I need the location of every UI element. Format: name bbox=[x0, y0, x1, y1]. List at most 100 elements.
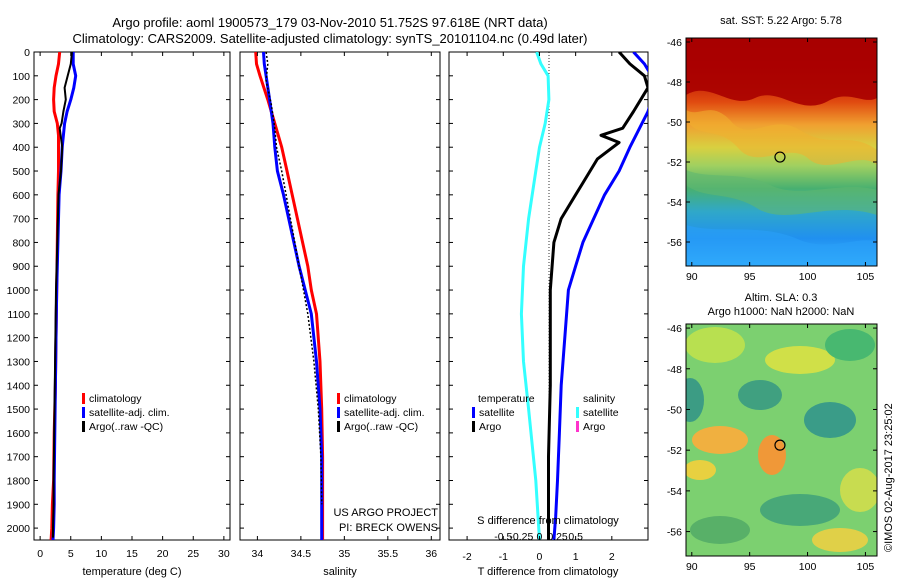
x-tick-label: 5 bbox=[68, 548, 74, 560]
depth-tick-label: 1100 bbox=[7, 309, 30, 321]
x-tick-label: -2 bbox=[462, 551, 471, 563]
map-y-tick-label: -54 bbox=[667, 197, 682, 209]
map-y-tick-label: -56 bbox=[667, 237, 682, 249]
series-line-t-satellite bbox=[552, 52, 648, 540]
temperature-xlabel: temperature (deg C) bbox=[82, 566, 181, 578]
x-tick-label: 2 bbox=[609, 551, 615, 563]
salinity-panel: 34 34.5 35 35.5 36 salinity climatology satel… bbox=[239, 51, 441, 578]
depth-tick-label: 1900 bbox=[7, 499, 31, 511]
title-line-2: Climatology: CARS2009. Satellite-adjuste… bbox=[72, 31, 588, 46]
map-x-tick-label: 95 bbox=[744, 561, 756, 573]
legend-swatch bbox=[472, 421, 475, 432]
sla-map-panel: Altim. SLA: 0.3 Argo h1000: NaN h2000: N… bbox=[667, 292, 878, 573]
series-line-argo-raw-qc- bbox=[52, 52, 73, 538]
depth-tick-label: 700 bbox=[12, 214, 30, 226]
salinity-tick-label: -0.25 bbox=[509, 531, 533, 543]
argo-location-marker bbox=[774, 151, 786, 163]
salinity-tick-label: 0.25 bbox=[547, 531, 568, 543]
legend-swatch bbox=[82, 393, 85, 404]
sst-map-frame bbox=[685, 37, 878, 267]
map-y-tick-label: -52 bbox=[667, 445, 682, 457]
depth-tick-label: 1600 bbox=[7, 428, 31, 440]
x-tick-label: 34.5 bbox=[291, 548, 312, 560]
sla-subtitle: Argo h1000: NaN h2000: NaN bbox=[708, 306, 855, 318]
map-x-tick-label: 90 bbox=[686, 561, 698, 573]
map-x-tick-label: 100 bbox=[799, 271, 817, 283]
difference-panel: -2 -1 0 1 2 S difference from climatology -0… bbox=[448, 51, 649, 578]
depth-tick-label: 0 bbox=[24, 47, 30, 59]
legend-swatch bbox=[337, 421, 340, 432]
map-y-tick-label: -56 bbox=[667, 527, 682, 539]
sla-map-frame bbox=[685, 323, 878, 557]
legend-title-salinity: salinity bbox=[583, 393, 616, 405]
map-y-tick-label: -46 bbox=[667, 323, 682, 335]
depth-tick-label: 2000 bbox=[7, 523, 31, 535]
map-y-tick-label: -46 bbox=[667, 37, 682, 49]
salinity-plot-frame bbox=[239, 51, 441, 541]
title-line-1: Argo profile: aoml 1900573_179 03-Nov-20… bbox=[112, 15, 548, 30]
salinity-tick-label: -0.5 bbox=[494, 531, 512, 543]
map-y-tick-label: -52 bbox=[667, 157, 682, 169]
depth-tick-label: 500 bbox=[12, 166, 30, 178]
copyright-footer: ©IMOS 02-Aug-2017 23:25:02 bbox=[883, 403, 895, 552]
x-tick-label: 36 bbox=[425, 548, 437, 560]
legend-label: satellite bbox=[583, 407, 619, 419]
salinity-tick-label: 0 bbox=[537, 531, 543, 543]
depth-tick-label: 800 bbox=[12, 237, 30, 249]
depth-tick-label: 100 bbox=[12, 71, 30, 83]
x-tick-label: 20 bbox=[157, 548, 169, 560]
t-difference-xlabel: T difference from climatology bbox=[478, 566, 619, 578]
pi-annotation: PI: BRECK OWENS bbox=[339, 522, 438, 534]
x-tick-label: -1 bbox=[499, 551, 508, 563]
map-y-tick-label: -48 bbox=[667, 364, 682, 376]
legend-label: satellite-adj. clim. bbox=[89, 407, 170, 419]
legend-label: Argo bbox=[583, 421, 605, 433]
legend-swatch bbox=[337, 407, 340, 418]
sst-title: sat. SST: 5.22 Argo: 5.78 bbox=[720, 15, 842, 27]
s-difference-label: S difference from climatology bbox=[477, 515, 619, 527]
legend-title-temperature: temperature bbox=[478, 393, 535, 405]
legend-label: satellite-adj. clim. bbox=[344, 407, 425, 419]
depth-tick-label: 900 bbox=[12, 261, 30, 273]
map-x-tick-label: 105 bbox=[857, 271, 875, 283]
legend-swatch bbox=[337, 393, 340, 404]
x-tick-label: 10 bbox=[96, 548, 108, 560]
depth-tick-label: 1500 bbox=[7, 404, 31, 416]
x-tick-label: 30 bbox=[218, 548, 230, 560]
legend-label: Argo bbox=[479, 421, 501, 433]
x-tick-label: 1 bbox=[573, 551, 579, 563]
map-x-tick-label: 95 bbox=[744, 271, 756, 283]
temperature-panel: 0 5 10 15 20 25 30 0 100 200 300 400 500 600 700 800 90… bbox=[7, 47, 231, 578]
legend-label: climatology bbox=[89, 393, 142, 405]
x-tick-label: 35.5 bbox=[378, 548, 399, 560]
map-y-tick-label: -50 bbox=[667, 117, 682, 129]
map-y-tick-label: -48 bbox=[667, 77, 682, 89]
map-x-tick-label: 90 bbox=[686, 271, 698, 283]
x-tick-label: 15 bbox=[126, 548, 138, 560]
legend-swatch bbox=[82, 407, 85, 418]
map-x-tick-label: 100 bbox=[799, 561, 817, 573]
depth-tick-label: 1700 bbox=[7, 452, 31, 464]
x-tick-label: 0 bbox=[37, 548, 43, 560]
x-tick-label: 0 bbox=[537, 551, 543, 563]
depth-tick-label: 600 bbox=[12, 190, 30, 202]
salinity-tick-label: 0.5 bbox=[568, 531, 583, 543]
legend-label: climatology bbox=[344, 393, 397, 405]
x-tick-label: 35 bbox=[339, 548, 351, 560]
map-y-tick-label: -54 bbox=[667, 486, 682, 498]
depth-tick-label: 1300 bbox=[7, 356, 31, 368]
series-line-s-satellite bbox=[519, 52, 551, 540]
legend-swatch bbox=[472, 407, 475, 418]
legend-label: satellite bbox=[479, 407, 515, 419]
salinity-xlabel: salinity bbox=[323, 566, 357, 578]
depth-tick-label: 400 bbox=[12, 142, 30, 154]
legend-label: Argo(..raw -QC) bbox=[89, 421, 163, 433]
depth-tick-label: 200 bbox=[12, 95, 30, 107]
map-y-tick-label: -50 bbox=[667, 404, 682, 416]
series-line-argo-raw-qc- bbox=[265, 52, 323, 505]
legend-label: Argo(..raw -QC) bbox=[344, 421, 418, 433]
depth-tick-label: 1400 bbox=[7, 380, 31, 392]
depth-tick-label: 1800 bbox=[7, 475, 31, 487]
argo-location-marker bbox=[774, 439, 786, 451]
